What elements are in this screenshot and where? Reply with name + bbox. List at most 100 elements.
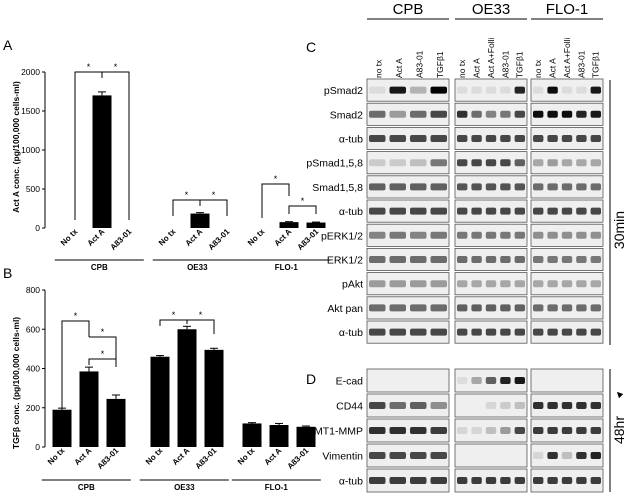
band: [471, 183, 482, 191]
band: [485, 135, 497, 142]
y-tick-label: 1500: [21, 106, 40, 116]
protein-label: α-tub: [339, 206, 363, 218]
group-label: FLO-1: [265, 483, 289, 492]
band: [471, 159, 482, 167]
band: [561, 231, 573, 239]
band: [576, 135, 587, 142]
band: [590, 135, 601, 142]
band: [369, 304, 386, 312]
band: [457, 159, 468, 167]
protein-label: pERK1/2: [321, 230, 363, 242]
band: [457, 477, 468, 484]
significance-bracket: [89, 336, 117, 365]
blot-strip: [366, 78, 450, 102]
blot-strip: [366, 199, 450, 223]
band: [500, 377, 511, 384]
bar: [296, 426, 316, 447]
significance-bracket: [199, 199, 228, 216]
band: [576, 231, 587, 239]
band: [547, 477, 558, 484]
band: [547, 207, 558, 215]
band: [410, 328, 427, 336]
band: [389, 86, 406, 94]
band: [547, 159, 558, 167]
band: [590, 402, 601, 409]
panel-letter-d: D: [306, 371, 316, 387]
band: [471, 377, 482, 384]
band: [389, 427, 406, 434]
protein-label: MT1-MMP: [314, 426, 363, 438]
lane-label: TGFβ1: [591, 51, 601, 78]
blot-strip: [454, 443, 528, 468]
significance-bracket: [261, 183, 290, 218]
band: [430, 328, 447, 336]
blot-panel-c: CPB no tx Act A A83-01 TGFβ1 OE33 no tx Act A Ac…: [306, 1, 611, 345]
band: [533, 183, 544, 191]
band: [485, 86, 497, 94]
band: [457, 86, 468, 94]
band: [485, 207, 497, 215]
blot-strip: [366, 247, 450, 271]
band: [561, 402, 573, 409]
lane-label: Act A+Folli: [486, 37, 496, 78]
significance-star: *: [101, 349, 105, 359]
significance-star: *: [114, 62, 118, 72]
band: [533, 328, 544, 336]
x-category-label: Act A: [170, 446, 191, 467]
blot-strip: [530, 368, 604, 393]
band: [514, 328, 525, 336]
blot-strip: [366, 102, 450, 126]
band: [514, 256, 525, 263]
protein-label: pSmad2: [324, 85, 363, 97]
band: [561, 135, 573, 142]
band: [410, 207, 427, 215]
band: [590, 231, 601, 239]
y-tick-label: 1000: [21, 145, 40, 155]
x-category-label: Act A: [183, 227, 204, 248]
band: [590, 256, 601, 263]
significance-bracket: [159, 319, 188, 326]
group-label: CPB: [91, 263, 108, 272]
band: [547, 135, 558, 142]
protein-label: Smad1,5,8: [312, 182, 363, 194]
band: [369, 328, 386, 336]
x-category-label: A83-01: [108, 227, 133, 252]
band: [590, 110, 601, 118]
band: [590, 183, 601, 191]
time-label-48hr: 48hr: [611, 416, 627, 444]
band: [410, 427, 427, 434]
band: [389, 231, 406, 239]
protein-label: α-tub: [339, 134, 363, 146]
band: [533, 304, 544, 312]
band: [500, 135, 511, 142]
band: [514, 207, 525, 215]
band: [576, 256, 587, 263]
band: [500, 207, 511, 215]
band: [514, 427, 525, 434]
band: [500, 256, 511, 263]
band: [533, 159, 544, 167]
band: [485, 110, 497, 118]
band: [514, 183, 525, 191]
band: [514, 377, 525, 384]
y-tick-label: 800: [26, 285, 40, 295]
band: [547, 427, 558, 434]
blot-strip: [530, 78, 604, 102]
significance-star: *: [185, 190, 189, 200]
x-category-label: No tx: [144, 446, 165, 467]
band: [485, 256, 497, 263]
band: [514, 280, 525, 288]
blot-strip: [530, 151, 604, 175]
lane-label: Act A: [394, 58, 404, 78]
band: [561, 477, 573, 484]
x-category-label: Act A: [272, 227, 293, 248]
band: [533, 231, 544, 239]
band: [590, 159, 601, 167]
band: [547, 328, 558, 336]
band: [369, 231, 386, 239]
group-label: OE33: [174, 483, 195, 492]
blot-strip: [366, 272, 450, 296]
lane-label: no tx: [457, 59, 467, 78]
